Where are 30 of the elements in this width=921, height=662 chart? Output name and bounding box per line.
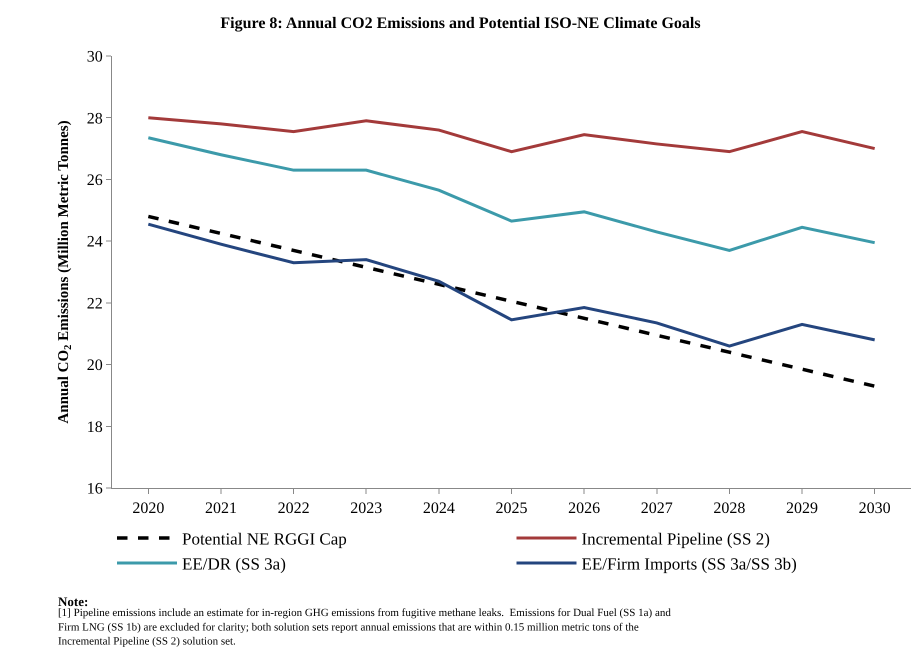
x-tick-label: 2026 [568,500,600,518]
y-tick-label: 16 [86,480,103,498]
x-tick-label: 2028 [713,500,746,518]
x-tick-label: 2021 [204,500,237,518]
legend-label: Incremental Pipeline (SS 2) [582,530,770,549]
legend-label: EE/DR (SS 3a) [182,554,286,574]
line-series [146,222,876,348]
x-tick-label: 2020 [132,500,164,518]
y-tick-label: 26 [86,172,103,190]
line-series [146,116,876,154]
x-tick-label: 2030 [858,500,891,518]
y-tick-label: 28 [86,110,103,128]
x-tick-label: 2022 [278,500,310,518]
line-series [146,136,876,252]
line-series [146,214,876,388]
legend-label: EE/Firm Imports (SS 3a/SS 3b) [582,554,797,574]
x-tick-label: 2024 [422,500,455,518]
chart-title: Figure 8: Annual CO2 Emissions and Potential ISO-NE Climate Goals [220,14,701,32]
x-tick-label: 2023 [350,500,382,518]
x-tick-label: 2025 [496,500,528,518]
text: [1] Pipeline emissions include an estimate for in-region GHG emissions from fugitive methane leaks. Emissions for Dual Fuel (SS 1a) and Firm LNG (SS 1b) are excluded for clarity; both solution sets report annual emissions that are within 0.15 million metric tons of the Incremental Pipeline (SS 2) solution set. [58,607,672,648]
text: Note: [58,594,88,609]
y-tick-label: 20 [86,357,103,374]
x-tick-label: 2029 [786,500,818,518]
y-tick-label: 22 [86,295,103,312]
y-tick-label: 24 [86,234,103,251]
y-tick-label: 18 [86,418,103,436]
x-tick-label: 2027 [640,500,673,518]
legend-label: Potential NE RGGI Cap [182,530,347,549]
y-tick-label: 30 [86,48,103,66]
